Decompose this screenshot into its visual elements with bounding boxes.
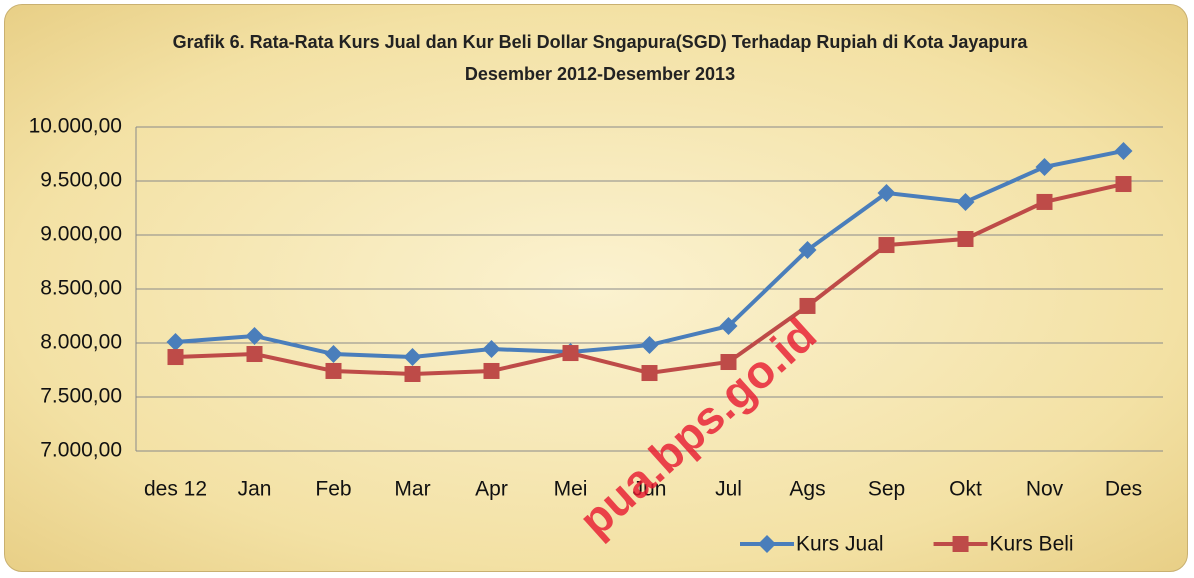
data-point <box>956 192 975 211</box>
legend-marker <box>952 536 969 552</box>
series-line <box>175 149 1124 360</box>
data-point <box>246 346 263 363</box>
x-tick-label: Mar <box>394 478 430 501</box>
x-tick-label: des 12 <box>144 478 207 501</box>
chart-background <box>4 4 1188 572</box>
data-point <box>1115 176 1132 193</box>
legend-label: Kurs Jual <box>796 533 884 556</box>
data-point <box>167 349 184 366</box>
legend-marker <box>758 535 776 553</box>
x-tick-label: Sep <box>868 478 905 501</box>
x-tick-label: Jan <box>238 478 272 501</box>
x-tick-label: Feb <box>315 478 351 501</box>
data-point <box>404 365 421 382</box>
x-tick-label: Okt <box>949 478 982 501</box>
x-tick-label: Nov <box>1026 478 1064 501</box>
data-point <box>799 297 816 314</box>
y-tick-label: 8.000,00 <box>40 331 122 354</box>
y-tick-label: 7.500,00 <box>40 385 122 408</box>
y-tick-label: 8.500,00 <box>40 277 122 300</box>
data-point <box>562 345 579 362</box>
data-point <box>403 348 422 367</box>
data-point <box>720 354 737 371</box>
data-point <box>245 326 264 345</box>
x-tick-label: Jul <box>715 478 742 501</box>
x-tick-label: Des <box>1105 478 1142 501</box>
x-tick-label: Apr <box>475 478 508 501</box>
data-point <box>798 241 817 260</box>
data-point <box>482 340 501 359</box>
x-tick-label: Mei <box>554 478 588 501</box>
y-tick-label: 9.500,00 <box>40 169 122 192</box>
data-point <box>877 183 896 202</box>
data-point <box>166 333 185 352</box>
data-point <box>640 336 659 355</box>
chart-title: Grafik 6. Rata-Rata Kurs Jual dan Kur Be… <box>172 32 1028 84</box>
data-point <box>719 317 738 336</box>
y-tick-label: 10.000,00 <box>29 115 122 138</box>
data-point <box>641 365 658 382</box>
y-tick-label: 7.000,00 <box>40 439 122 462</box>
data-point <box>324 345 343 364</box>
x-tick-label: Ags <box>789 478 825 501</box>
data-point <box>1035 157 1054 176</box>
x-tick-label: Jun <box>633 478 667 501</box>
data-point <box>957 230 974 247</box>
y-tick-label: 9.000,00 <box>40 223 122 246</box>
legend-label: Kurs Beli <box>990 533 1074 556</box>
watermark: pua.bps.go.id <box>569 308 826 547</box>
data-point <box>325 362 342 379</box>
data-point <box>1114 141 1133 160</box>
data-point <box>483 362 500 379</box>
data-point <box>878 237 895 254</box>
data-point <box>1036 193 1053 210</box>
